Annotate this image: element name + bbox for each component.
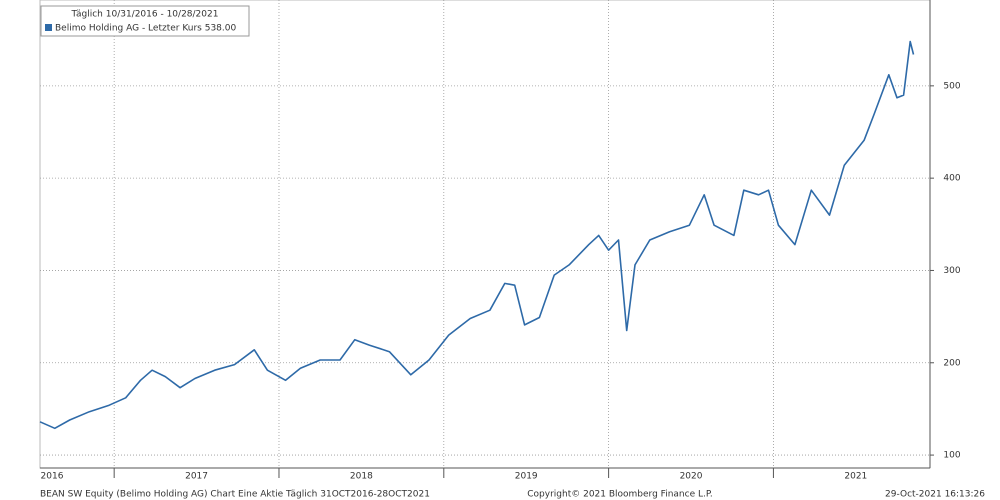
grid [40, 0, 930, 468]
footer-right: 29-Oct-2021 16:13:26 [885, 490, 985, 500]
legend-box [40, 5, 250, 37]
x-tick-label: 2018 [350, 472, 373, 482]
price-line [39, 40, 915, 430]
y-tick-label: 200 [943, 358, 960, 368]
y-tick-label: 100 [943, 451, 960, 461]
legend-title: Täglich 10/31/2016 - 10/28/2021 [71, 10, 219, 20]
y-tick-label: 300 [943, 266, 960, 276]
x-tick-label: 2016 [41, 472, 64, 482]
footer-left: BEAN SW Equity (Belimo Holding AG) Chart… [40, 490, 430, 500]
x-tick-label: 2020 [680, 472, 703, 482]
legend-label: Belimo Holding AG - Letzter Kurs 538.00 [55, 24, 237, 34]
plot-frame [39, 0, 931, 469]
x-tick-label: 2017 [185, 472, 208, 482]
footer-center: Copyright© 2021 Bloomberg Finance L.P. [527, 490, 712, 500]
y-tick-label: 400 [943, 174, 960, 184]
y-tick-label: 500 [943, 81, 960, 91]
x-tick-label: 2019 [515, 472, 538, 482]
x-tick-label: 2021 [844, 472, 867, 482]
legend-swatch [45, 24, 52, 31]
legend: Täglich 10/31/2016 - 10/28/2021 Belimo H… [40, 5, 250, 37]
